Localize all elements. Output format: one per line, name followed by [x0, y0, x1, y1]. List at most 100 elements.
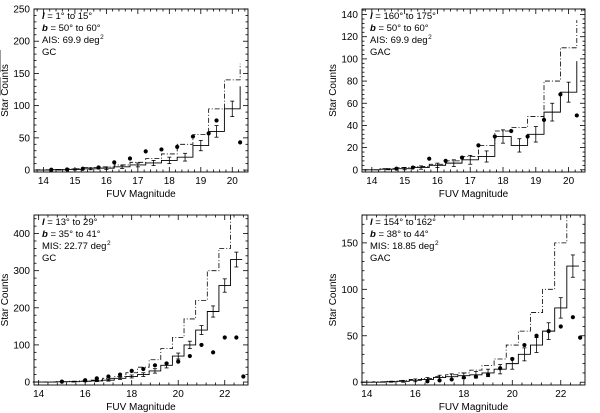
- observed-point: [485, 372, 491, 377]
- x-tick-label: 18: [126, 389, 138, 400]
- x-tick-label: 14: [33, 389, 45, 400]
- series-alt-model-line: [363, 20, 578, 171]
- observed-point: [164, 361, 169, 366]
- observed-point: [558, 92, 563, 97]
- y-tick-label: 100: [13, 101, 30, 112]
- y-tick-label: 400: [13, 229, 30, 240]
- observed-point: [570, 315, 575, 320]
- y-tick-label: 100: [341, 285, 358, 296]
- observed-point: [96, 165, 101, 170]
- x-tick-label: 22: [555, 389, 567, 400]
- annotation-area-exponent: 2: [428, 34, 432, 41]
- observed-point: [222, 335, 227, 340]
- annotation-latitude: b = 35° to 41°: [42, 229, 101, 240]
- annotation-l-symbol: l: [370, 217, 375, 228]
- observed-point: [534, 333, 539, 338]
- observed-point: [187, 353, 192, 359]
- annotation-latitude: b = 50° to 60°: [370, 23, 429, 34]
- y-tick-label: 80: [347, 77, 359, 88]
- plot-frame: [33, 8, 249, 173]
- observed-point: [238, 140, 243, 145]
- y-axis-title: Star Counts: [328, 274, 339, 327]
- observed-point: [541, 117, 547, 122]
- y-tick-label: 150: [13, 69, 30, 80]
- y-tick-label: 40: [347, 121, 359, 132]
- y-tick-label: 0: [24, 378, 30, 389]
- annotation-area: MIS: 18.85 deg: [370, 241, 434, 252]
- y-tick-label: 100: [13, 340, 30, 351]
- observed-point: [459, 155, 465, 160]
- annotation-l-symbol: l: [42, 217, 47, 228]
- observed-point: [498, 366, 503, 371]
- y-tick-label: 0: [352, 165, 358, 176]
- y-axis-title: Star Counts: [0, 274, 11, 327]
- annotation-latitude: b = 50° to 60°: [42, 23, 101, 34]
- annotation-l-value: = 160° to 175°: [375, 11, 436, 22]
- y-tick-label: 150: [341, 238, 358, 249]
- annotation-area: MIS: 22.77 deg: [42, 241, 106, 252]
- x-tick-label: 18: [164, 176, 176, 187]
- observed-point: [159, 147, 164, 152]
- observed-point: [578, 335, 583, 340]
- y-tick-label: 20: [347, 143, 359, 154]
- x-tick-label: 16: [432, 176, 444, 187]
- annotation-type: GC: [42, 253, 56, 264]
- observed-point: [427, 156, 432, 161]
- observed-point: [49, 167, 54, 172]
- observed-point: [473, 374, 479, 379]
- observed-point: [574, 113, 579, 118]
- observed-point: [211, 350, 216, 355]
- series-model-line: [363, 61, 578, 171]
- x-tick-label: 20: [227, 176, 239, 187]
- x-tick-label: 14: [366, 176, 378, 187]
- x-tick-label: 15: [399, 176, 411, 187]
- annotation-type: GAC: [370, 47, 391, 58]
- observed-point: [176, 359, 181, 364]
- annotation-l-value: = 13° to 29°: [47, 217, 97, 228]
- x-axis-title: FUV Magnitude: [106, 402, 176, 413]
- observed-point: [449, 377, 454, 382]
- observed-point: [80, 166, 85, 171]
- annotation-b-value: = 50° to 60°: [378, 23, 428, 34]
- annotation-l-value: = 1° to 15°: [47, 11, 92, 22]
- observed-point: [83, 378, 88, 383]
- annotation-b-value: = 50° to 60°: [50, 23, 100, 34]
- y-tick-label: 50: [347, 331, 359, 342]
- y-axis-title: Star Counts: [328, 64, 339, 117]
- annotation-l-symbol: l: [42, 11, 47, 22]
- x-tick-label: 19: [195, 176, 207, 187]
- observed-point: [492, 134, 497, 139]
- x-tick-label: 18: [497, 176, 509, 187]
- annotation-l-symbol: l: [370, 11, 375, 22]
- observed-point: [152, 363, 158, 368]
- annotation-b-value: = 35° to 41°: [50, 229, 100, 240]
- annotation-b-value: = 38° to 44°: [378, 229, 428, 240]
- series-model-line: [32, 259, 243, 383]
- y-tick-label: 140: [341, 10, 358, 21]
- y-tick-label: 100: [341, 54, 358, 65]
- annotation-b-symbol: b: [42, 23, 50, 34]
- observed-point: [234, 335, 239, 340]
- annotation-b-symbol: b: [370, 229, 378, 240]
- y-axis-title: Star Counts: [0, 64, 11, 117]
- x-axis-title: FUV Magnitude: [439, 189, 509, 200]
- observed-point: [546, 329, 551, 334]
- x-tick-label: 22: [219, 389, 231, 400]
- annotation-longitude: l = 154° to 162°: [370, 217, 436, 228]
- annotation-type: GAC: [370, 253, 391, 264]
- x-tick-label: 18: [458, 389, 470, 400]
- annotation-area: AIS: 69.9 deg: [370, 35, 428, 46]
- series-alt-model-line: [35, 63, 241, 171]
- observed-point: [94, 376, 99, 381]
- observed-point: [129, 368, 134, 373]
- x-tick-label: 20: [507, 389, 519, 400]
- observed-point: [425, 379, 430, 384]
- series-model-line: [360, 265, 579, 383]
- annotation-l-value: = 154° to 162°: [375, 217, 436, 228]
- observed-point: [394, 166, 399, 171]
- y-tick-label: 200: [13, 37, 30, 48]
- observed-point: [476, 143, 481, 148]
- observed-point: [143, 149, 148, 154]
- observed-point: [175, 144, 180, 149]
- observed-point: [206, 131, 211, 136]
